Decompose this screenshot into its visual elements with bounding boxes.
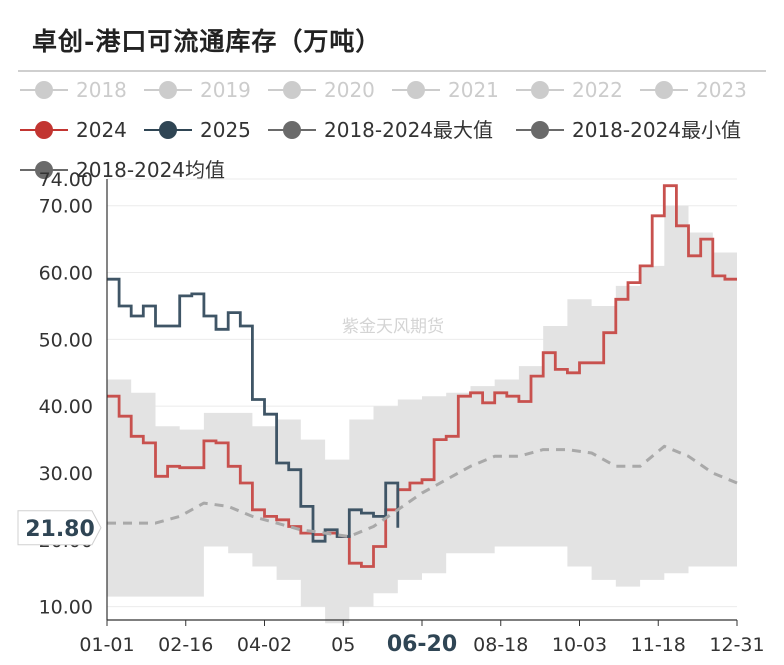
- y-tick-label: 60.00: [39, 263, 93, 285]
- legend-item-2024[interactable]: 2024: [20, 118, 127, 142]
- x-tick-label: 12-31: [709, 634, 764, 656]
- x-tick-label: 02-16: [158, 634, 213, 656]
- axes: 10.0020.0030.0040.0050.0060.0070.0074.00…: [17, 169, 765, 657]
- legend-label: 2021: [448, 78, 499, 102]
- y-tick-label: 30.00: [39, 463, 93, 485]
- plot-area: [107, 184, 738, 624]
- legend-label: 2025: [200, 118, 251, 142]
- legend-marker: [35, 81, 53, 99]
- legend-label: 2024: [76, 118, 127, 142]
- legend-item-2022[interactable]: 2022: [516, 78, 623, 102]
- x-tick-label: 04-02: [237, 634, 292, 656]
- x-tick-label: 10-03: [552, 634, 607, 656]
- y-tick-label: 40.00: [39, 396, 93, 418]
- legend-marker: [407, 81, 425, 99]
- legend-item-2020[interactable]: 2020: [268, 78, 375, 102]
- y-tick-label: 74.00: [39, 169, 93, 191]
- x-tick-label-highlight: 06-20: [387, 632, 457, 657]
- legend-item-2018[interactable]: 2018: [20, 78, 127, 102]
- legend-label: 2019: [200, 78, 251, 102]
- axis-pointer-value: 21.80: [25, 517, 95, 542]
- legend-marker: [283, 121, 301, 139]
- legend-marker: [531, 121, 549, 139]
- legend-marker: [159, 121, 177, 139]
- y-tick-label: 10.00: [39, 597, 93, 619]
- legend-item-2018-2024-[interactable]: 2018-2024均值: [20, 158, 225, 182]
- x-tick-label: 05: [331, 634, 355, 656]
- legend-item-2021[interactable]: 2021: [392, 78, 499, 102]
- x-tick-label: 08-18: [473, 634, 528, 656]
- min-max-band: [107, 205, 737, 624]
- title-divider: [18, 70, 766, 72]
- legend-marker: [531, 81, 549, 99]
- legend-item-2018-2024-[interactable]: 2018-2024最小值: [516, 118, 741, 142]
- legend-label: 2020: [324, 78, 375, 102]
- y-tick-label: 50.00: [39, 329, 93, 351]
- series-line-2025: [107, 277, 400, 543]
- watermark: 紫金天风期货: [342, 317, 444, 337]
- legend-item-2023[interactable]: 2023: [640, 78, 747, 102]
- legend-marker: [35, 121, 53, 139]
- legend-marker: [283, 81, 301, 99]
- legend-marker: [655, 81, 673, 99]
- legend-label: 2023: [696, 78, 747, 102]
- series-line-2024: [107, 184, 737, 568]
- legend-item-2019[interactable]: 2019: [144, 78, 251, 102]
- x-tick-label: 11-18: [631, 634, 686, 656]
- series-line-2018-2024-mean: [107, 444, 738, 538]
- legend-label: 2018-2024最大值: [324, 118, 493, 142]
- legend-label: 2018-2024最小值: [572, 118, 741, 142]
- legend-item-2018-2024-[interactable]: 2018-2024最大值: [268, 118, 493, 142]
- legend-label: 2018: [76, 78, 127, 102]
- axis-pointer-label: 21.80: [17, 510, 102, 546]
- legend-label: 2018-2024均值: [76, 158, 225, 182]
- chart-title: 卓创-港口可流通库存（万吨）: [32, 27, 382, 56]
- y-tick-label: 70.00: [39, 196, 93, 218]
- legend-item-2025[interactable]: 2025: [144, 118, 251, 142]
- legend-marker: [35, 161, 53, 179]
- legend-label: 2022: [572, 78, 623, 102]
- axis-pointer-box: [17, 510, 102, 546]
- x-tick-label: 01-01: [79, 634, 134, 656]
- legend-marker: [159, 81, 177, 99]
- legend: 2018 2019 2020 2021 2022 2023 2024 2025 2018-202…: [20, 78, 747, 182]
